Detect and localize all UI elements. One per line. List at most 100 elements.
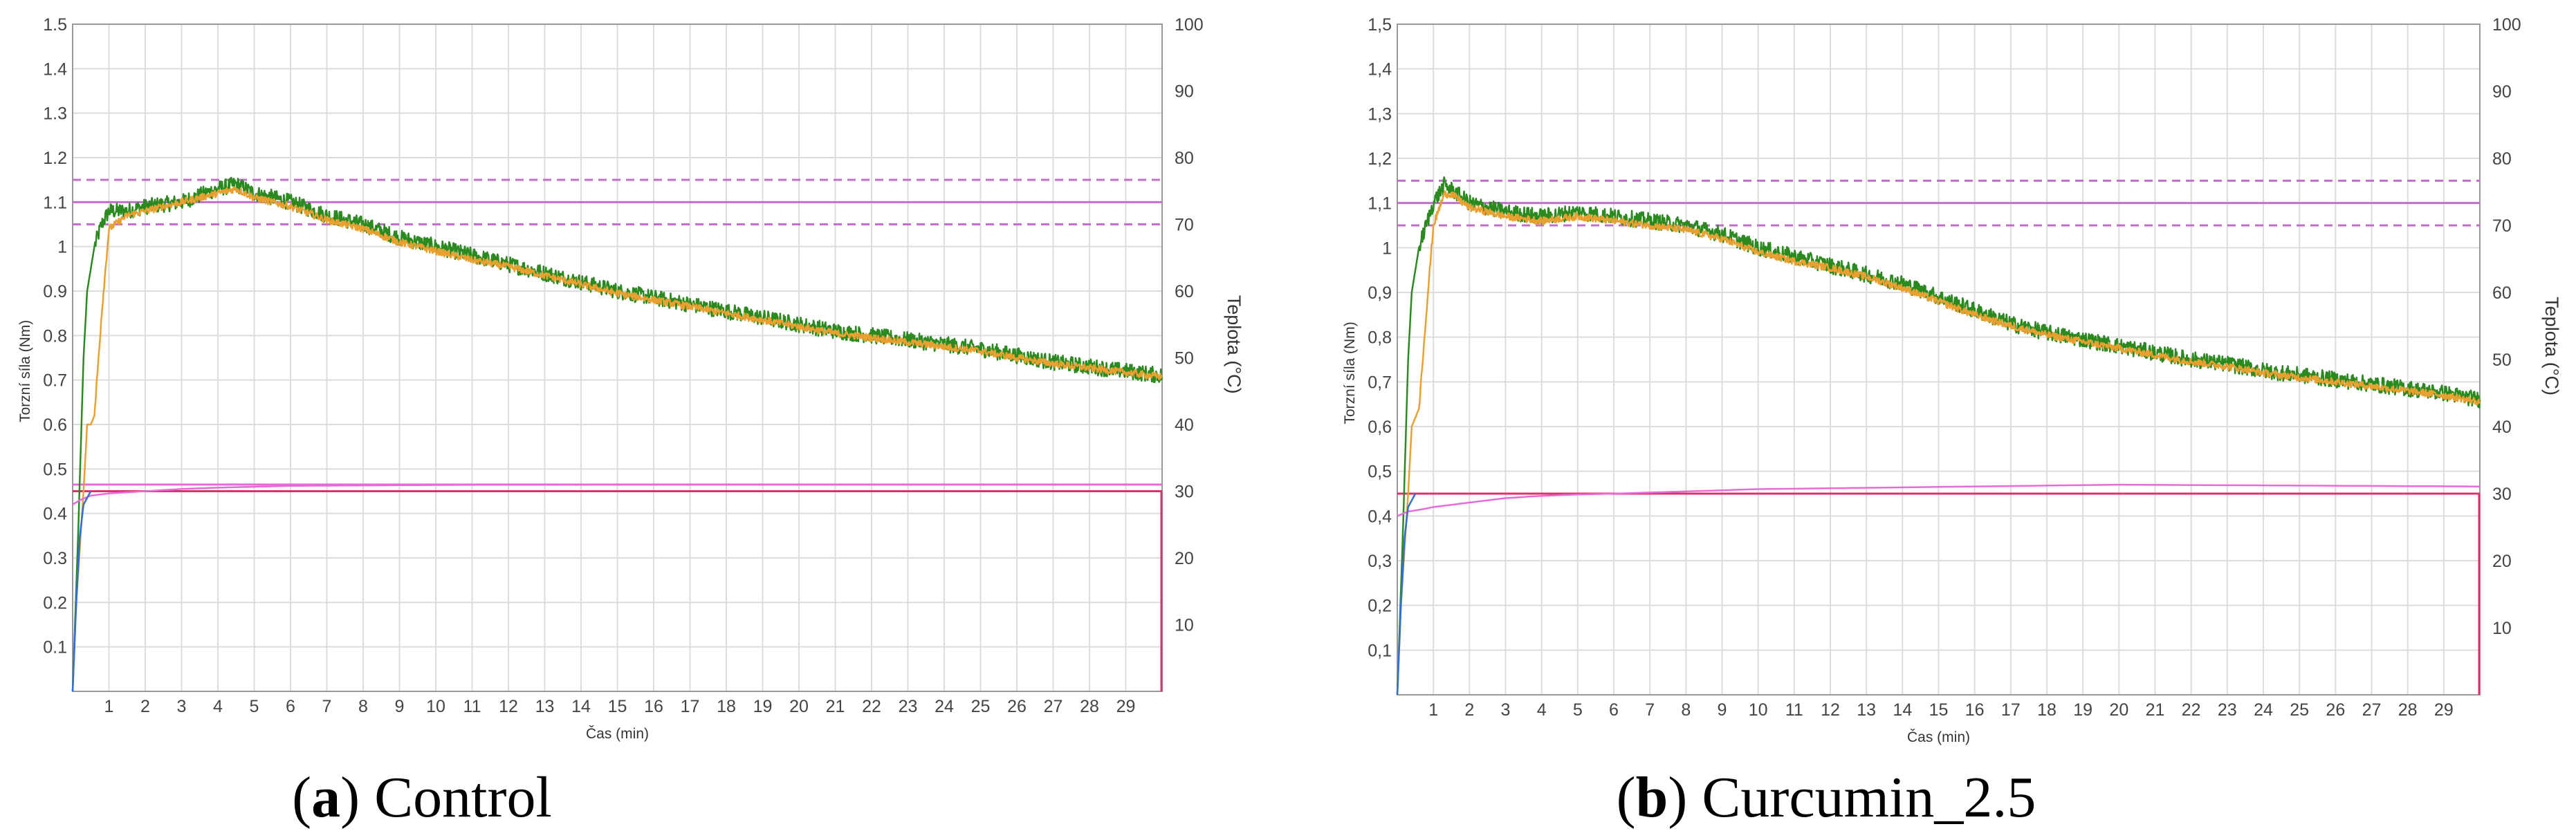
x-tick-label: 22 [2182,700,2201,720]
x-tick-label: 3 [1501,700,1511,720]
y2-tick-label: 10 [1175,616,1194,635]
x-tick-label: 4 [213,697,223,716]
series-line-0 [1396,176,2481,696]
x-tick-label: 18 [717,697,736,716]
x-tick-label: 8 [1681,700,1691,720]
plot-frame [1397,24,2481,696]
x-tick-label: 14 [1893,700,1912,720]
y2-tick-label: 100 [1175,15,1204,35]
y-tick-label: 1.5 [43,15,67,35]
x-tick-label: 13 [535,697,555,716]
x-tick-label: 27 [1044,697,1063,716]
y-axis-label: Torzní síla (Nm) [17,320,33,422]
y2-tick-label: 30 [1175,483,1194,502]
y-tick-label: 1.3 [43,104,67,124]
y-tick-label: 1.4 [43,59,67,79]
x-tick-label: 4 [1537,700,1547,720]
y-tick-label: 1.1 [43,193,67,212]
y-tick-label: 0,8 [1368,328,1392,348]
x-tick-label: 26 [1007,697,1027,716]
y2-tick-label: 30 [2492,485,2512,504]
y2-tick-label: 60 [2492,283,2512,303]
y-tick-label: 0.5 [43,460,67,479]
series-line-3 [71,490,92,692]
y-tick-label: 0.2 [43,593,67,613]
series-line-1 [71,186,1163,692]
x-tick-label: 29 [2434,700,2454,720]
y-tick-label: 0.4 [43,505,67,524]
chart-panel-a: 1 2 3 4 5 6 7 8 9 10 11 12 13 14 15 16 17 18 19 20 21 22 23 24 2… [17,15,1244,742]
x-tick-label: 19 [753,697,773,716]
x-tick-label: 27 [2362,700,2382,720]
x-tick-label: 28 [1080,697,1099,716]
plot-frame [72,24,1163,692]
y-tick-label: 0,4 [1368,507,1392,526]
y-tick-label: 1,4 [1368,60,1392,80]
x-tick-label: 3 [177,697,187,716]
x-axis-label: Čas (min) [1907,729,1970,745]
caption-b: (b) Curcumin_2.5 [1616,765,2036,830]
x-tick-label: 2 [140,697,150,716]
y2-tick-label: 70 [2492,216,2512,236]
x-tick-label: 21 [2146,700,2165,720]
y-tick-label: 1,2 [1368,149,1392,169]
caption-a: (a) Control [292,765,552,830]
y-axis-label: Torzní síla (Nm) [1342,321,1358,424]
y-tick-label: 1,1 [1368,194,1392,214]
y-tick-label: 1 [57,238,67,257]
x-tick-label: 25 [971,697,991,716]
series-line-2 [1397,483,2481,517]
y2-tick-label: 100 [2492,15,2521,35]
series-line-0 [71,176,1163,692]
y2-tick-label: 40 [1175,416,1194,435]
x-tick-label: 20 [2109,700,2128,720]
x-tick-label: 16 [644,697,663,716]
x-tick-label: 5 [1573,700,1583,720]
x-tick-label: 19 [2073,700,2092,720]
series-line-3 [1396,493,1417,696]
x-tick-label: 17 [2001,700,2021,720]
chart-panel-b: 1 2 3 4 5 6 7 8 9 10 11 12 13 14 15 16 17 18 19 20 21 22 23 24 2… [1342,15,2562,745]
series-line-2 [72,483,1162,505]
y2-axis-label: Teplota (°C) [2541,297,2562,395]
y-tick-label: 0.9 [43,282,67,301]
y-tick-label: 0,3 [1368,552,1392,571]
y-tick-label: 0,6 [1368,418,1392,437]
y-tick-label: 0.8 [43,326,67,346]
y2-tick-label: 50 [2492,351,2512,370]
x-tick-label: 9 [1718,700,1727,720]
y-tick-label: 1,5 [1368,15,1392,35]
x-tick-label: 14 [571,697,591,716]
x-tick-label: 18 [2037,700,2057,720]
x-tick-label: 1 [104,697,114,716]
x-tick-label: 12 [1821,700,1840,720]
x-tick-label: 24 [935,697,954,716]
x-tick-label: 15 [1929,700,1949,720]
x-tick-label: 5 [250,697,259,716]
y2-tick-label: 80 [1175,149,1194,168]
x-tick-label: 23 [2218,700,2237,720]
y2-tick-label: 70 [1175,216,1194,235]
y2-tick-label: 40 [2492,418,2512,437]
x-tick-label: 9 [395,697,405,716]
y-tick-label: 0,7 [1368,373,1392,392]
x-tick-label: 7 [322,697,332,716]
y-tick-label: 0,1 [1368,641,1392,660]
series-line-1 [1396,190,2481,696]
x-tick-label: 13 [1857,700,1876,720]
x-tick-label: 10 [1749,700,1768,720]
y2-tick-label: 60 [1175,282,1194,301]
x-tick-label: 22 [862,697,881,716]
x-tick-label: 21 [826,697,845,716]
y-tick-label: 0,2 [1368,597,1392,616]
x-tick-label: 11 [1785,700,1803,720]
x-tick-label: 25 [2290,700,2309,720]
x-tick-label: 12 [499,697,518,716]
x-tick-label: 8 [358,697,368,716]
x-tick-label: 6 [1609,700,1619,720]
x-tick-label: 28 [2398,700,2418,720]
x-tick-label: 1 [1428,700,1438,720]
x-tick-label: 20 [789,697,809,716]
y-tick-label: 0.6 [43,416,67,435]
